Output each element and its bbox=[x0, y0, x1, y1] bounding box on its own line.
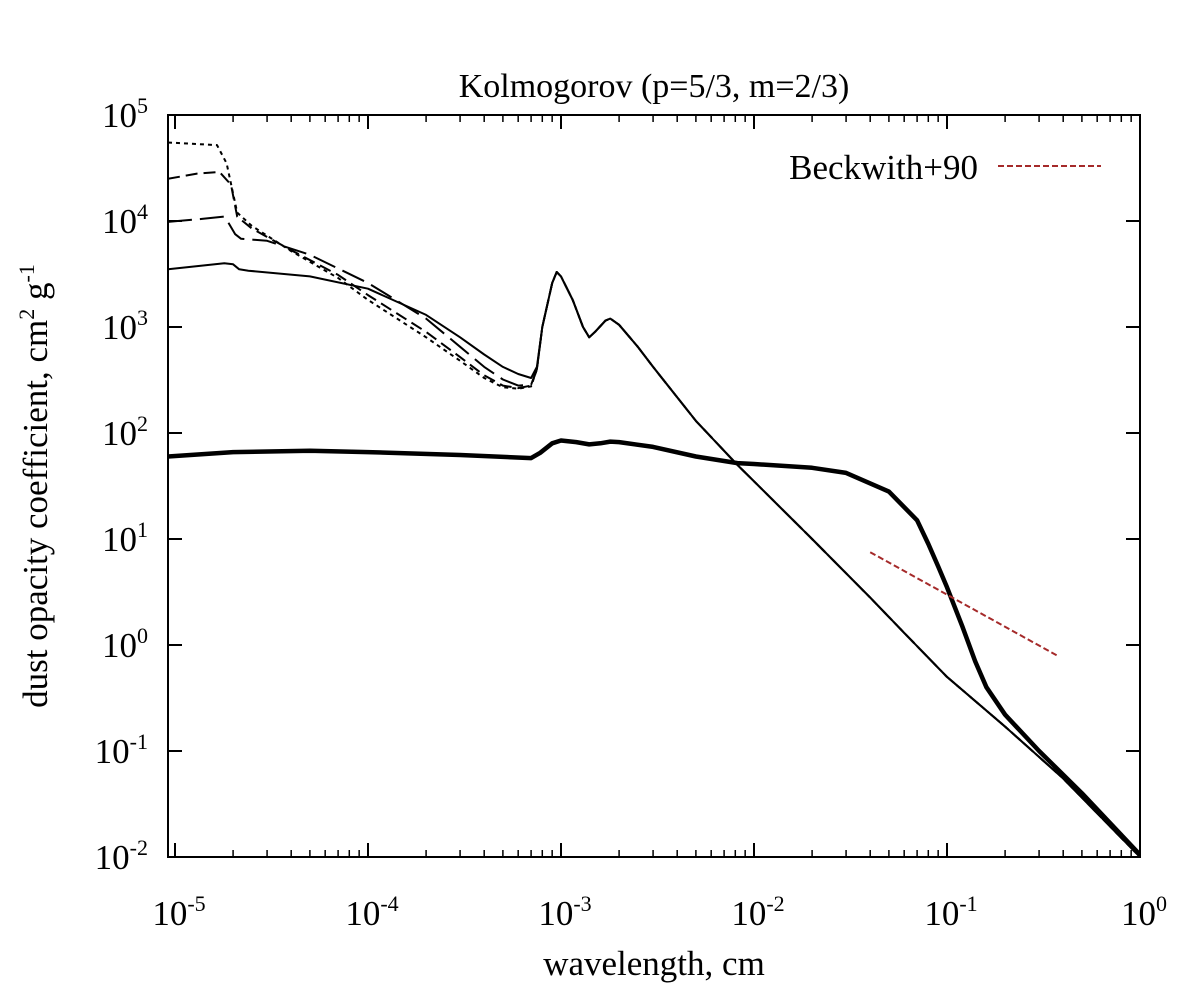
y-tick-exp: 4 bbox=[137, 199, 148, 224]
x-axis: 10-5 10-4 10-3 10-2 10-1 100 bbox=[152, 115, 1167, 933]
x-tick-base: 10 bbox=[538, 894, 573, 933]
x-tick-label: 10-2 bbox=[731, 891, 784, 933]
x-tick-label: 10-1 bbox=[924, 891, 977, 933]
y-tick-label: 103 bbox=[102, 305, 148, 347]
y-tick-label: 101 bbox=[102, 517, 148, 559]
y-tick-base: 10 bbox=[102, 96, 137, 135]
x-tick-base: 10 bbox=[345, 894, 380, 933]
x-tick-exp: -3 bbox=[573, 891, 591, 916]
y-tick-exp: 5 bbox=[137, 93, 148, 118]
x-tick-exp: -2 bbox=[766, 891, 784, 916]
x-tick-label: 100 bbox=[1121, 891, 1167, 933]
y-tick-exp: 0 bbox=[137, 623, 148, 648]
x-tick-label: 10-5 bbox=[152, 891, 205, 933]
y-tick-base: 10 bbox=[102, 308, 137, 347]
x-axis-label: wavelength, cm bbox=[543, 944, 765, 983]
x-tick-exp: 0 bbox=[1156, 891, 1167, 916]
series-line-medium-dashed bbox=[168, 171, 1140, 857]
series-line-short-dotted bbox=[168, 141, 1140, 857]
y-tick-base: 10 bbox=[102, 414, 137, 453]
x-tick-base: 10 bbox=[152, 894, 187, 933]
chart-title: Kolmogorov (p=5/3, m=2/3) bbox=[459, 68, 850, 105]
y-axis-label-exp1: 2 bbox=[14, 309, 39, 320]
x-tick-base: 10 bbox=[731, 894, 766, 933]
series-line-beckwith-90 bbox=[869, 551, 1058, 657]
x-tick-exp: -1 bbox=[959, 891, 977, 916]
y-tick-exp: -2 bbox=[130, 835, 148, 860]
series-line-long-dashed bbox=[168, 215, 1140, 857]
y-axis-label-exp2: -1 bbox=[14, 264, 39, 282]
series-line-thick-solid bbox=[168, 438, 1140, 857]
y-tick-base: 10 bbox=[95, 838, 130, 877]
x-tick-label: 10-3 bbox=[538, 891, 591, 933]
x-tick-exp: -4 bbox=[380, 891, 398, 916]
y-tick-exp: 3 bbox=[137, 305, 148, 330]
x-tick-label: 10-4 bbox=[345, 891, 398, 933]
legend-label-beckwith: Beckwith+90 bbox=[789, 148, 978, 187]
y-tick-exp: 1 bbox=[137, 517, 148, 542]
series-group bbox=[168, 141, 1140, 857]
y-tick-base: 10 bbox=[95, 732, 130, 771]
y-tick-label: 102 bbox=[102, 411, 148, 453]
legend: Beckwith+90 bbox=[789, 148, 1101, 187]
y-tick-label: 104 bbox=[102, 199, 148, 241]
y-tick-label: 105 bbox=[102, 93, 148, 135]
x-tick-exp: -5 bbox=[187, 891, 205, 916]
y-axis-label: dust opacity coefficient, cm2 g-1 bbox=[14, 264, 55, 708]
y-tick-base: 10 bbox=[102, 520, 137, 559]
y-tick-label: 10-2 bbox=[95, 835, 148, 877]
y-axis-label-mid: g bbox=[16, 282, 55, 308]
y-tick-label: 100 bbox=[102, 623, 148, 665]
y-tick-base: 10 bbox=[102, 202, 137, 241]
series-line-thin-solid bbox=[168, 262, 1140, 857]
x-tick-base: 10 bbox=[1121, 894, 1156, 933]
x-tick-base: 10 bbox=[924, 894, 959, 933]
y-tick-base: 10 bbox=[102, 626, 137, 665]
y-axis-label-prefix: dust opacity coefficient, cm bbox=[16, 320, 55, 708]
y-tick-label: 10-1 bbox=[95, 729, 148, 771]
plot-frame bbox=[167, 114, 1141, 858]
y-tick-exp: 2 bbox=[137, 411, 148, 436]
y-tick-exp: -1 bbox=[130, 729, 148, 754]
